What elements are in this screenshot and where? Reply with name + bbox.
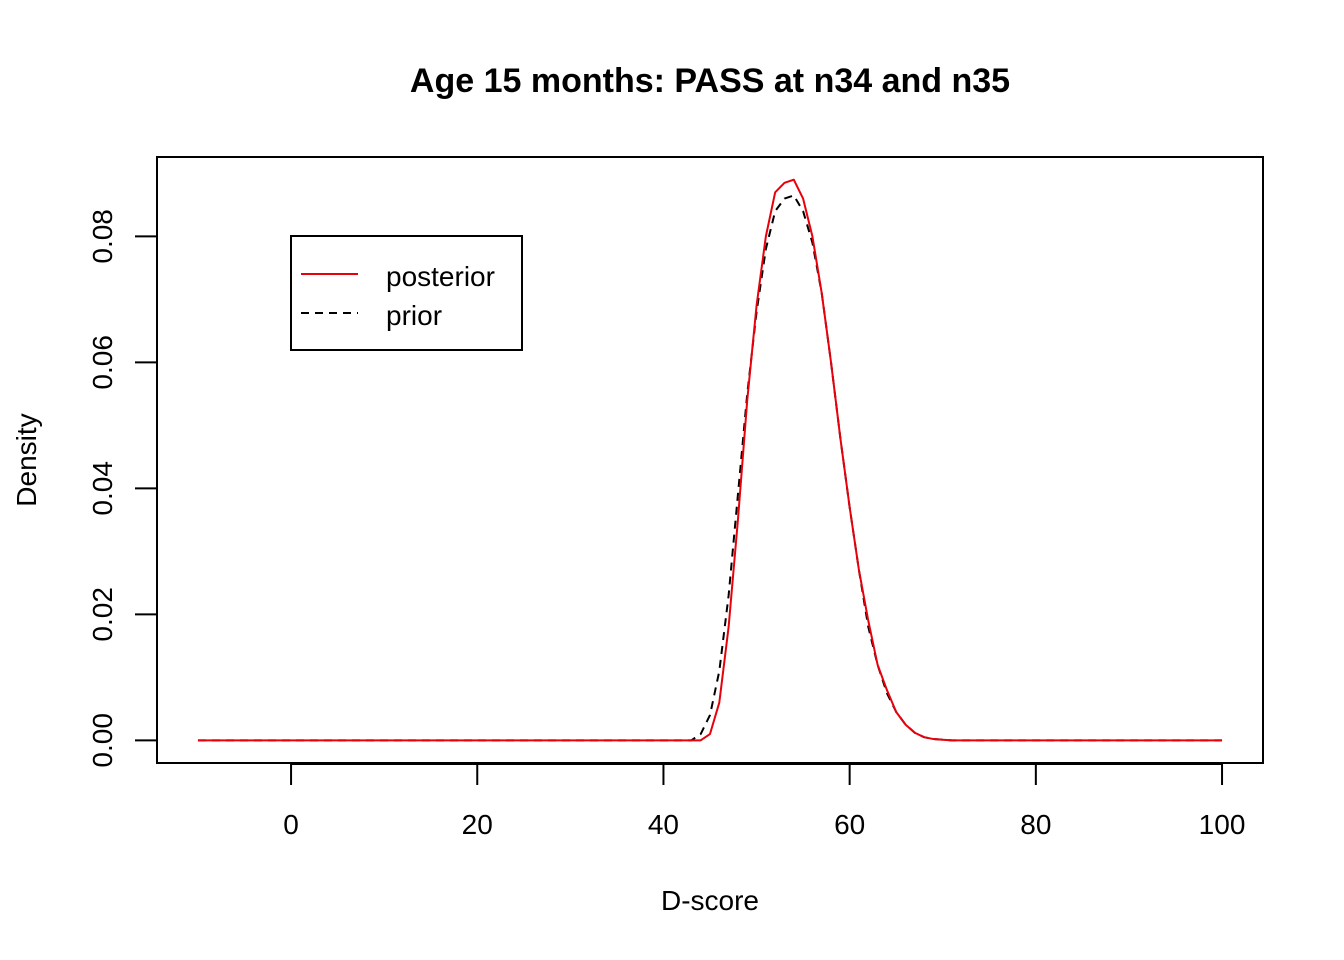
x-tick-label: 60 [834,809,865,840]
y-tick-label: 0.00 [87,713,118,768]
y-axis-label: Density [11,413,42,506]
x-tick-label: 80 [1020,809,1051,840]
x-tick-label: 100 [1199,809,1246,840]
y-axis: 0.00 0.02 0.04 0.06 0.08 [87,209,158,768]
series-line-posterior [197,178,1223,742]
legend-label-posterior: posterior [386,261,495,292]
series-layer [197,178,1223,742]
x-tick-label: 20 [462,809,493,840]
chart-title: Age 15 months: PASS at n34 and n35 [410,62,1010,100]
legend: posterior prior [290,235,523,351]
x-axis: 0 20 40 60 80 100 [283,763,1245,840]
legend-box [290,235,523,351]
y-tick-label: 0.08 [87,209,118,263]
y-tick-label: 0.06 [87,335,118,390]
x-axis-label: D-score [661,885,759,916]
legend-label-prior: prior [386,300,442,331]
x-tick-label: 40 [648,809,679,840]
y-tick-label: 0.04 [87,461,118,515]
x-tick-label: 0 [283,809,299,840]
y-tick-label: 0.02 [87,587,118,642]
